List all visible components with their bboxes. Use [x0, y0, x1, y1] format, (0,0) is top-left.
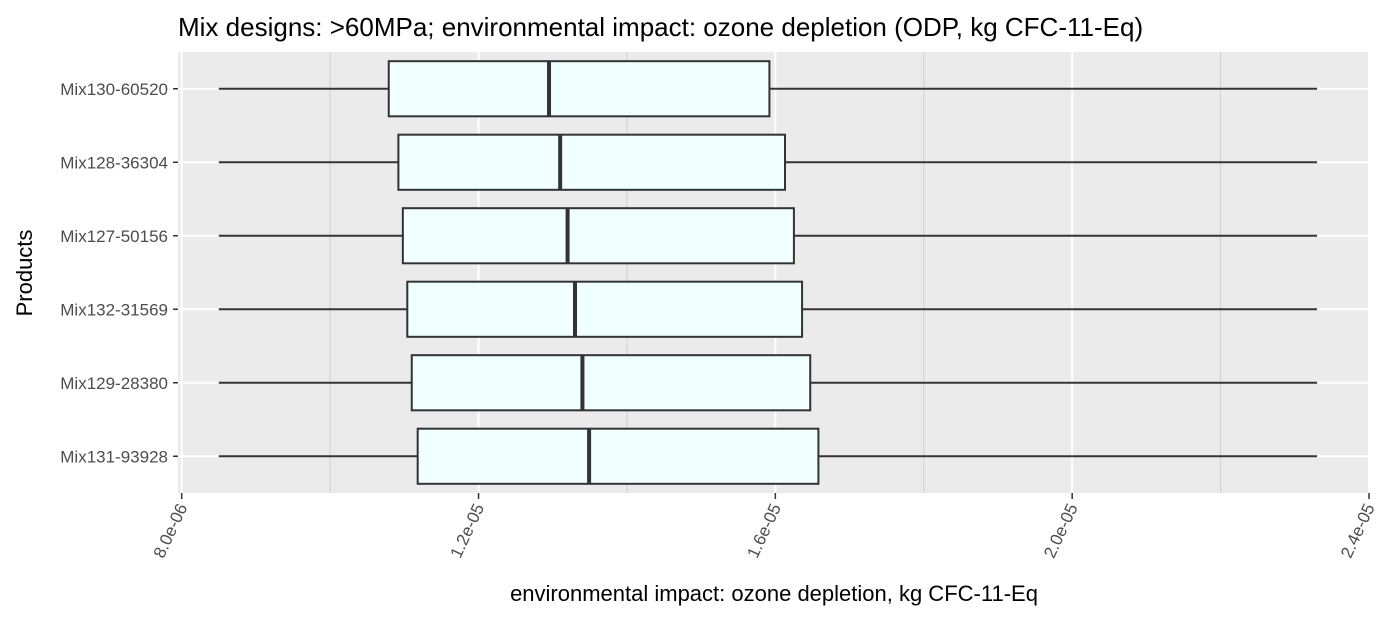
- minor-grid: [329, 52, 1222, 493]
- box-iqr: [397, 133, 787, 191]
- plot-panel: [178, 52, 1369, 493]
- x-axis: 8.0e-06 1.2e-05 1.6e-05 2.0e-05 2.4e-05: [150, 493, 1379, 561]
- box-iqr: [387, 60, 771, 118]
- x-tick-label: 8.0e-06: [150, 501, 192, 561]
- x-tick-label: 1.2e-05: [447, 501, 489, 561]
- x-tick-label: 2.0e-05: [1040, 501, 1082, 561]
- y-tick-label: Mix127-50156: [60, 227, 168, 246]
- box-mix130-60520: [218, 60, 1318, 118]
- box-mix132-31569: [218, 280, 1318, 338]
- box-mix128-36304: [218, 133, 1318, 191]
- box-iqr: [406, 280, 804, 338]
- y-tick-label: Mix129-28380: [60, 374, 168, 393]
- chart-title: Mix designs: >60MPa; environmental impac…: [178, 12, 1143, 42]
- y-tick-label: Mix132-31569: [60, 300, 168, 319]
- box-iqr: [401, 207, 795, 265]
- y-tick-label: Mix130-60520: [60, 80, 168, 99]
- box-mix127-50156: [218, 207, 1318, 265]
- x-axis-title: environmental impact: ozone depletion, k…: [510, 581, 1038, 606]
- box-series: [218, 60, 1318, 485]
- x-tick-label: 2.4e-05: [1337, 501, 1379, 561]
- box-iqr: [410, 354, 812, 412]
- y-axis-title: Products: [12, 230, 37, 317]
- y-tick-label: Mix131-93928: [60, 447, 168, 466]
- box-iqr: [416, 427, 820, 485]
- x-tick-label: 1.6e-05: [743, 501, 785, 561]
- box-mix129-28380: [218, 354, 1318, 412]
- box-mix131-93928: [218, 427, 1318, 485]
- y-axis: Mix130-60520 Mix128-36304 Mix127-50156 Mix1…: [60, 80, 178, 466]
- y-tick-label: Mix128-36304: [60, 153, 168, 172]
